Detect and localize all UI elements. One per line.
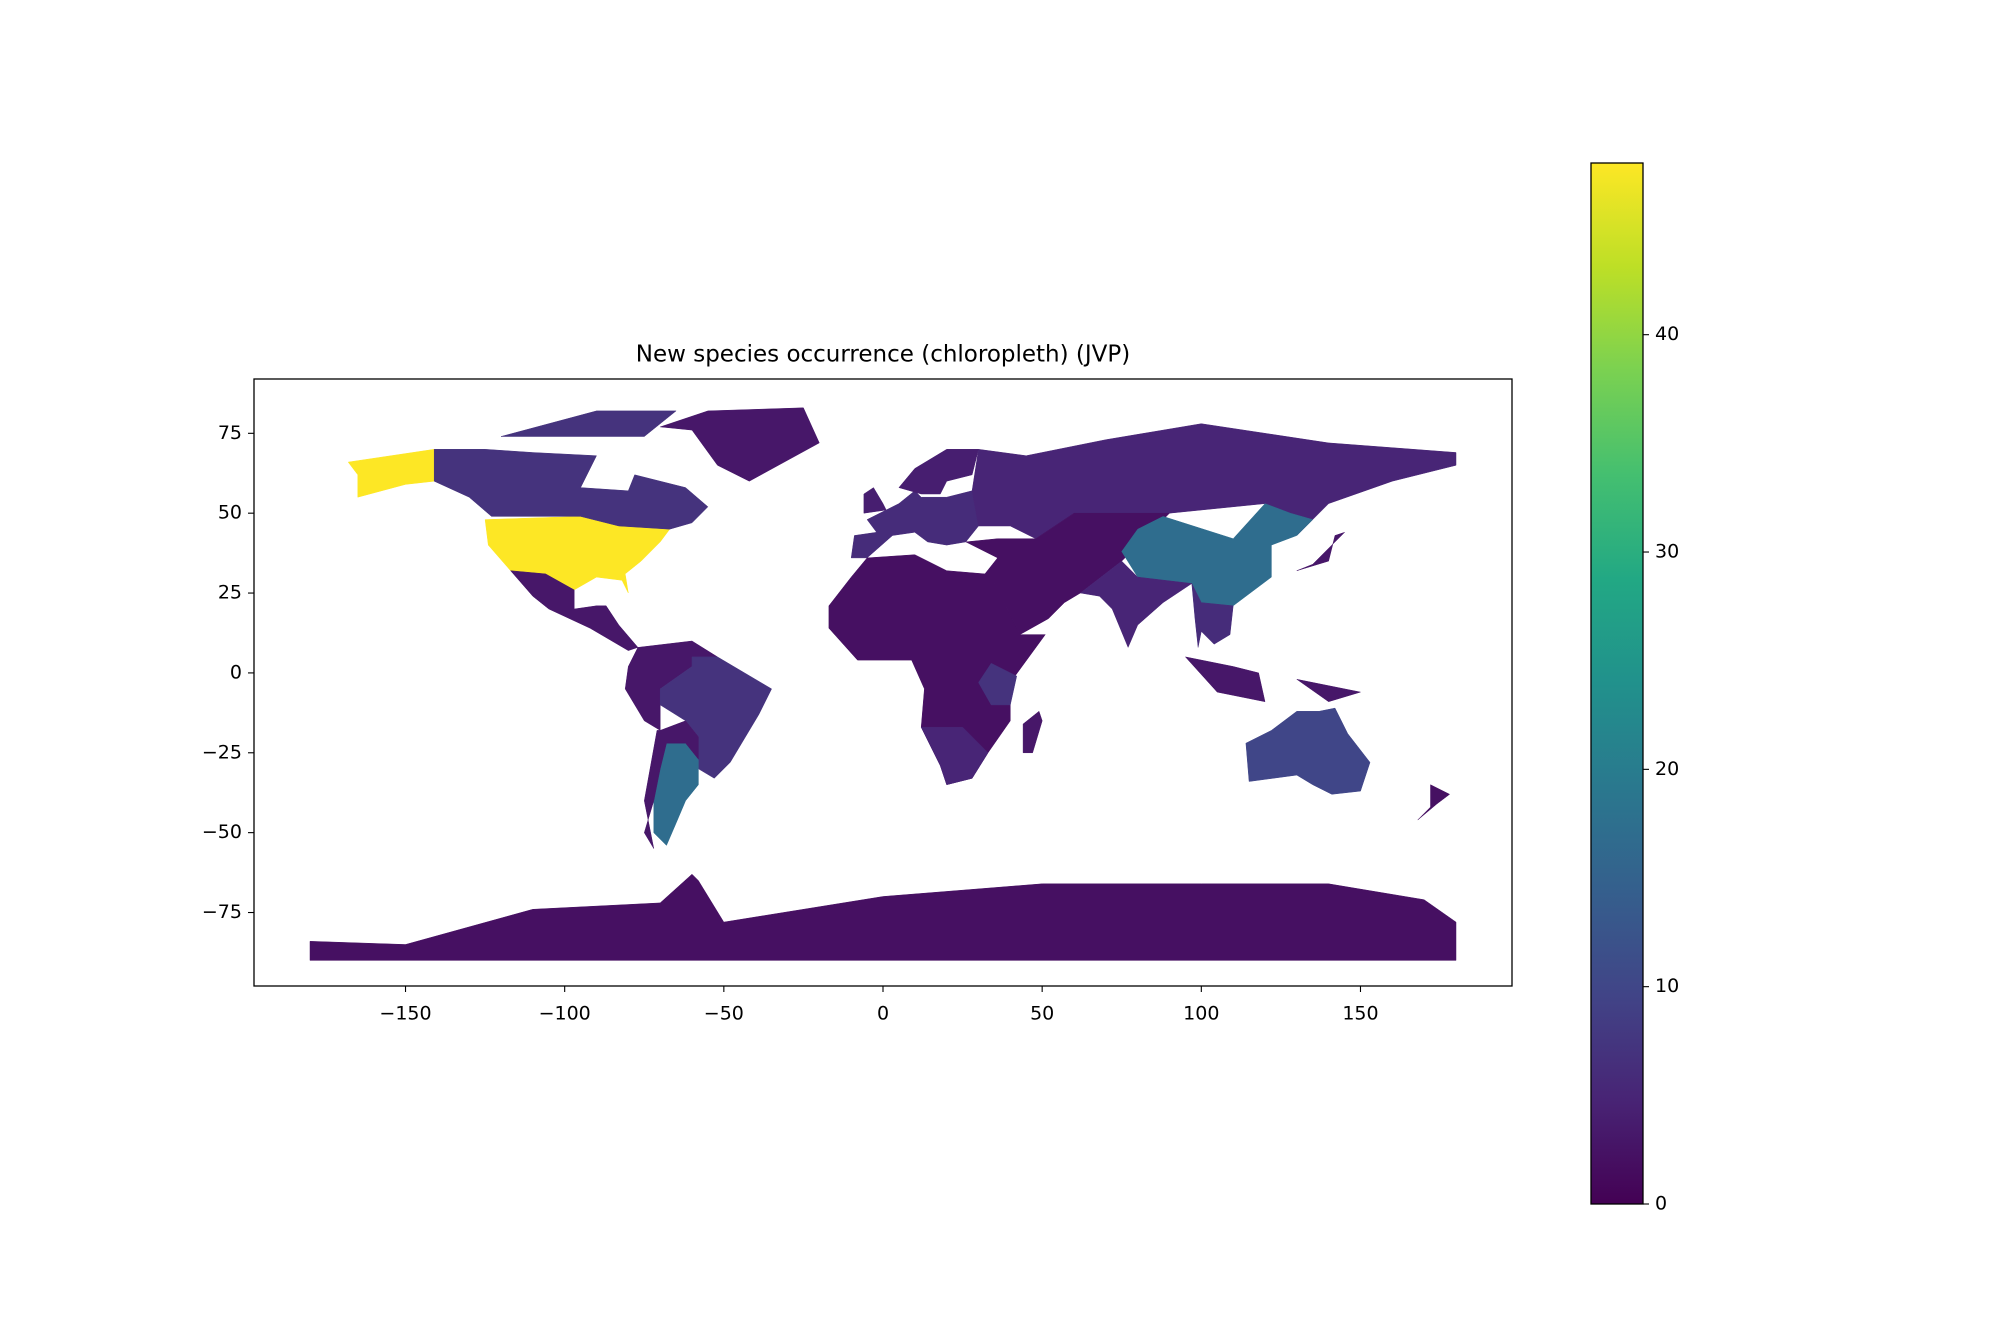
y-tick-label: −75 <box>202 901 242 923</box>
region <box>433 410 709 530</box>
x-tick-label: −100 <box>539 1003 591 1025</box>
colorbar-tick-label: 20 <box>1655 758 1679 780</box>
region <box>1184 656 1361 703</box>
region <box>1245 707 1371 795</box>
x-tick-label: 0 <box>877 1003 889 1025</box>
colorbar-tick-label: 0 <box>1655 1193 1667 1215</box>
region <box>1022 710 1043 754</box>
x-tick-label: 150 <box>1342 1003 1378 1025</box>
region <box>1191 583 1234 648</box>
x-tick-label: −50 <box>704 1003 744 1025</box>
region <box>828 554 1046 785</box>
chart-title: New species occurrence (chloropleth) (JV… <box>636 342 1131 368</box>
region <box>898 449 979 495</box>
x-tick-label: 50 <box>1030 1003 1054 1025</box>
region <box>863 487 887 514</box>
colorbar-tick-label: 10 <box>1655 975 1679 997</box>
x-tick-label: −150 <box>379 1003 431 1025</box>
region <box>660 407 820 482</box>
x-tick-label: 100 <box>1183 1003 1219 1025</box>
region <box>971 423 1457 539</box>
region <box>1079 560 1193 649</box>
colorbar-tick-label: 40 <box>1655 323 1679 345</box>
map <box>309 407 1457 961</box>
region <box>1296 532 1345 571</box>
y-tick-label: −50 <box>202 821 242 843</box>
y-tick-label: 75 <box>218 422 242 444</box>
y-tick-label: 0 <box>230 661 242 683</box>
y-tick-label: −25 <box>202 741 242 763</box>
colorbar-tick-label: 30 <box>1655 541 1679 563</box>
y-tick-label: 50 <box>218 502 242 524</box>
region <box>920 726 989 785</box>
colorbar <box>1590 162 1644 1205</box>
region <box>644 720 699 849</box>
y-tick-label: 25 <box>218 582 242 604</box>
region <box>510 570 639 651</box>
region <box>978 662 1017 706</box>
region <box>1417 784 1451 821</box>
region <box>309 873 1457 961</box>
